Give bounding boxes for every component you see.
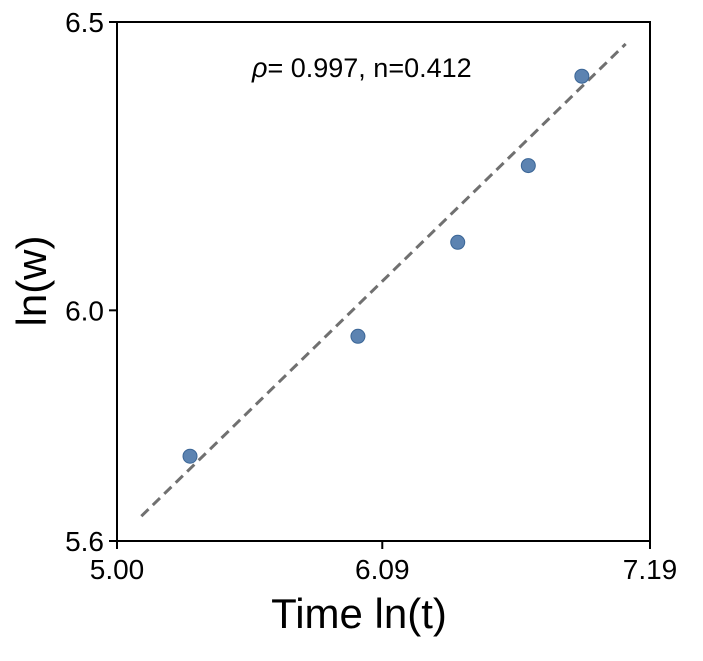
rho-symbol: ρ <box>251 53 267 83</box>
x-tick-label: 7.19 <box>623 554 678 585</box>
x-tick-label: 5.00 <box>90 554 145 585</box>
ticks: 5.00 6.09 7.19 5.6 6.0 6.5 <box>65 7 677 585</box>
x-axis-label: Time ln(t) <box>271 590 447 637</box>
annotation: ρ= 0.997, n=0.412 <box>251 53 472 83</box>
fit-line-group <box>140 42 627 518</box>
data-point <box>574 68 590 84</box>
y-tick-label: 5.6 <box>65 526 104 557</box>
y-tick-label: 6.5 <box>65 7 104 38</box>
data-points <box>182 68 590 464</box>
data-point <box>520 158 536 174</box>
data-point <box>350 328 366 344</box>
fit-line <box>140 42 627 518</box>
x-tick-label: 6.09 <box>355 554 410 585</box>
data-point <box>450 234 466 250</box>
y-axis-label: ln(w) <box>8 236 55 327</box>
annotation-text: = 0.997, n=0.412 <box>267 53 471 83</box>
y-tick-label: 6.0 <box>65 295 104 326</box>
data-point <box>182 448 198 464</box>
